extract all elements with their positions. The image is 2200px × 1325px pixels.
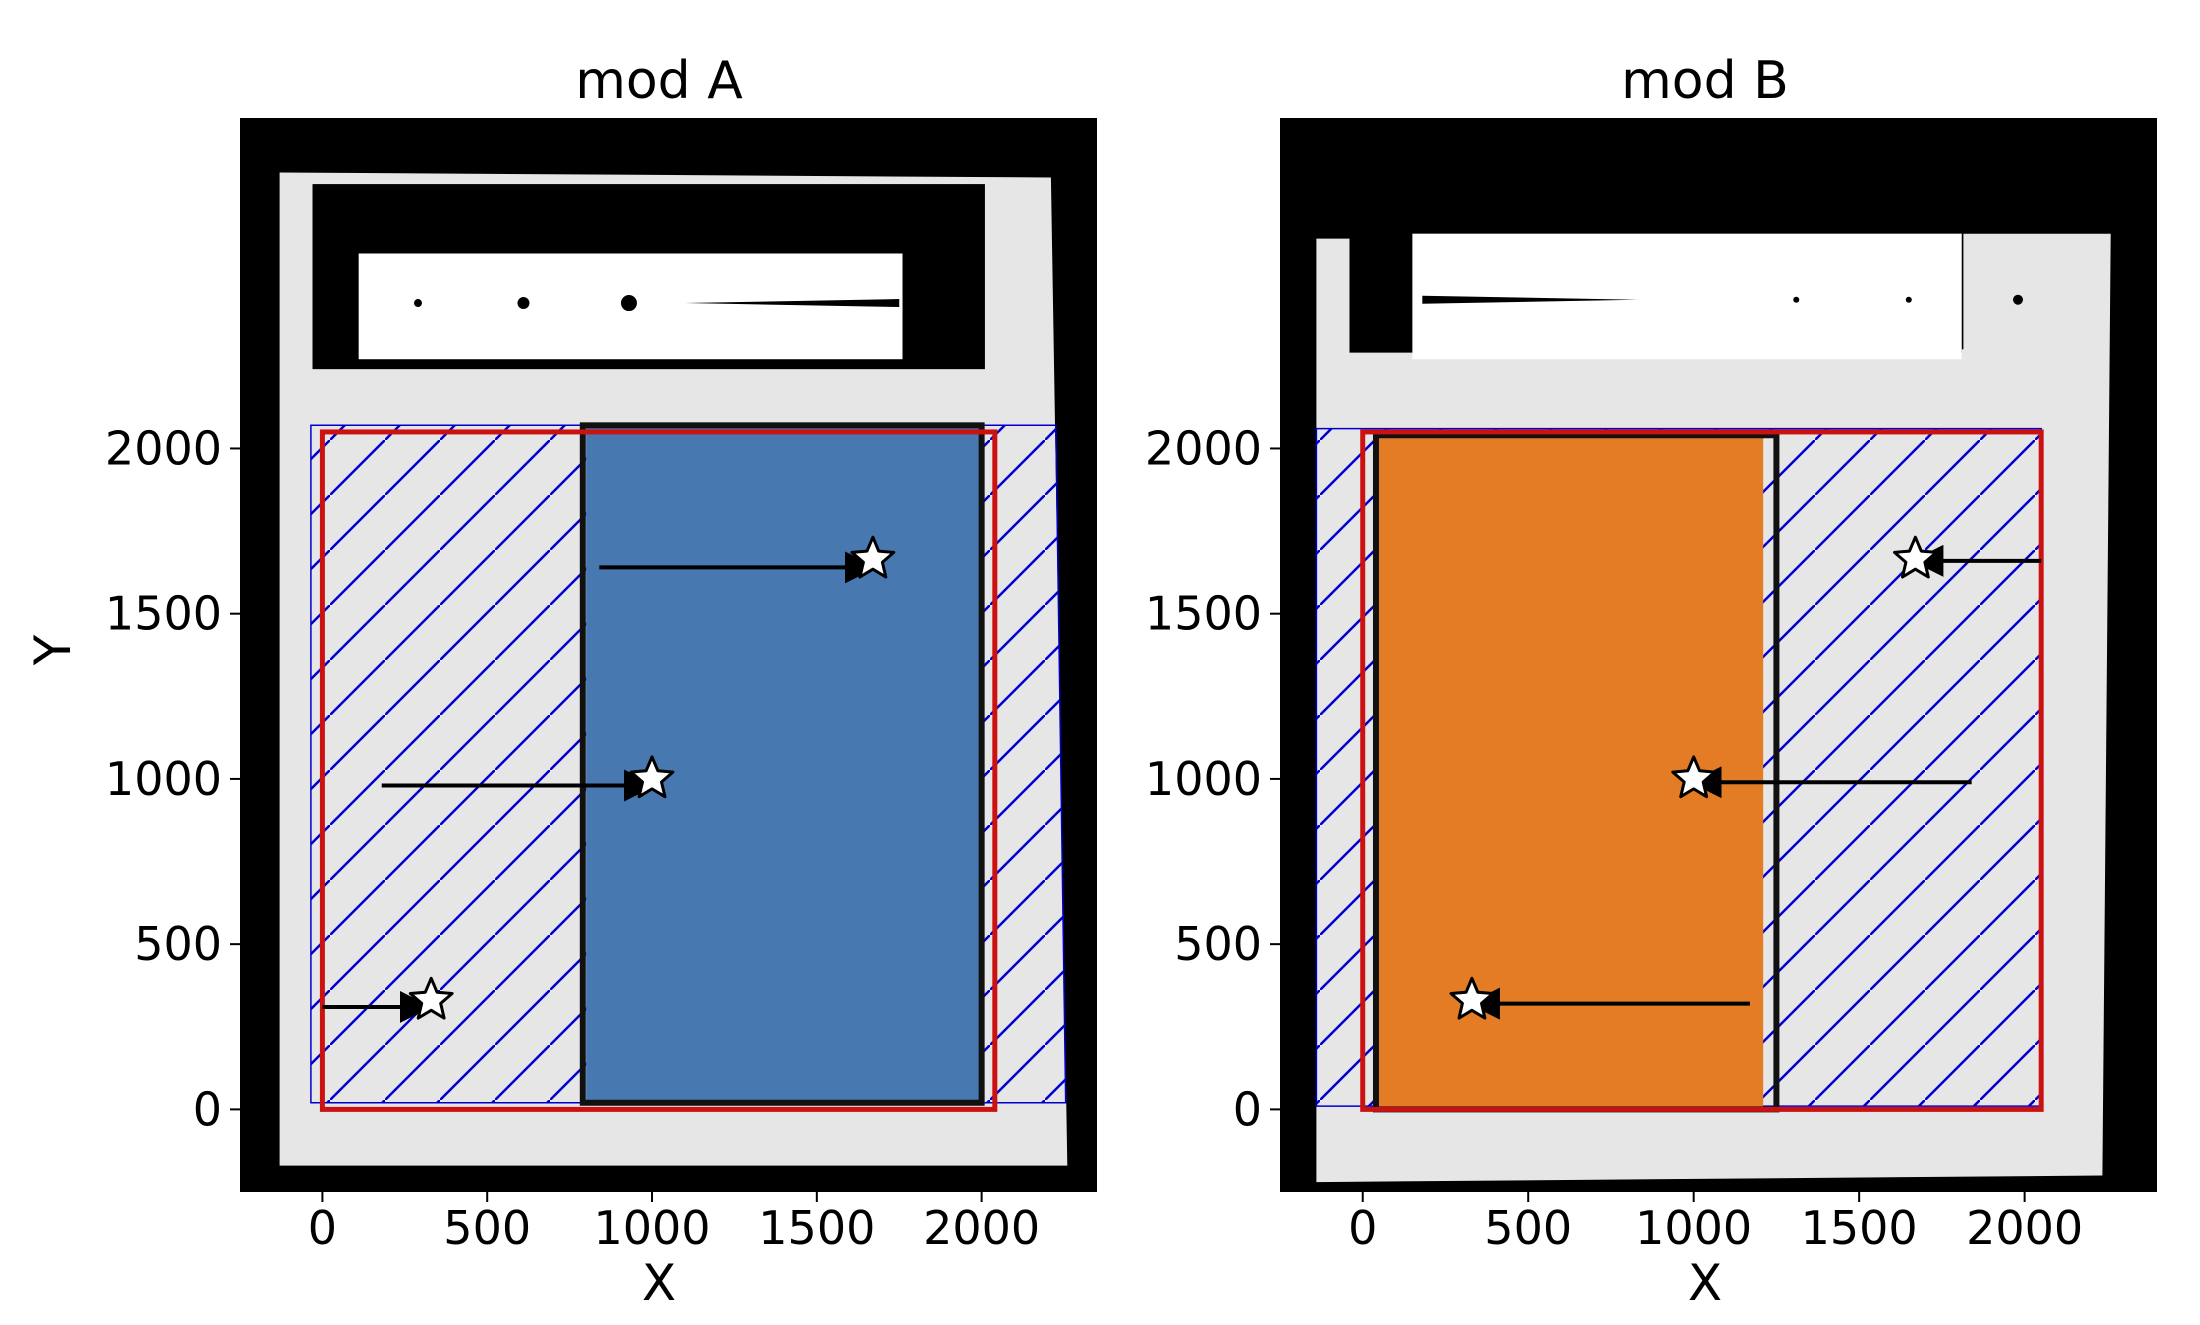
x-tick-label: 2000 — [1966, 1201, 2083, 1255]
x-tick-label: 1500 — [1801, 1201, 1918, 1255]
y-tick-label: 1500 — [105, 587, 222, 641]
axis-ticks: 0 500 1000 1500 2000 0 500 1000 1500 2000 — [105, 421, 1040, 1255]
x-tick-label: 500 — [443, 1201, 531, 1255]
x-axis-label: X — [1688, 1254, 1722, 1312]
plot-area — [240, 118, 1097, 1192]
panel-mod-a: mod A 0 500 1000 1500 2000 0 500 1000 1500 2000 X… — [24, 51, 1097, 1312]
filled-region — [586, 425, 982, 1103]
y-axis-label: Y — [24, 634, 82, 666]
spectrum-dot — [1793, 296, 1800, 303]
x-tick-label: 0 — [1348, 1201, 1377, 1255]
panel-mod-b: mod B 0 500 1000 1500 2000 0 500 1000 1500 2000 X — [1145, 51, 2157, 1312]
x-tick-label: 1500 — [758, 1201, 875, 1255]
y-tick-label: 1000 — [1145, 752, 1262, 806]
x-axis-label: X — [642, 1254, 676, 1312]
x-tick-label: 1000 — [593, 1201, 710, 1255]
spectrum-dot — [620, 295, 637, 312]
red-box — [319, 429, 998, 1112]
spectrum-dot — [2013, 294, 2024, 305]
red-box — [1360, 429, 2044, 1112]
x-tick-label: 1000 — [1635, 1201, 1752, 1255]
spectrum-dot — [413, 299, 422, 308]
x-tick-label: 2000 — [923, 1201, 1040, 1255]
axis-ticks: 0 500 1000 1500 2000 0 500 1000 1500 2000 — [1145, 421, 2083, 1255]
y-tick-label: 1000 — [105, 752, 222, 806]
star-marker — [850, 535, 896, 579]
spectrum-streak — [684, 299, 900, 308]
star-marker — [1893, 535, 1938, 579]
y-tick-label: 500 — [134, 917, 222, 971]
panel-title: mod B — [1621, 51, 1789, 111]
y-tick-label: 1500 — [1145, 587, 1262, 641]
panel-title: mod A — [575, 51, 743, 111]
x-tick-label: 500 — [1484, 1201, 1572, 1255]
star-marker — [408, 976, 454, 1020]
y-tick-label: 0 — [193, 1082, 222, 1136]
y-tick-label: 500 — [1174, 917, 1262, 971]
star-marker — [1449, 976, 1495, 1020]
spectrum-window — [1412, 233, 1962, 360]
y-tick-label: 0 — [1233, 1082, 1262, 1136]
star-marker — [1671, 755, 1717, 799]
y-tick-label: 2000 — [1145, 421, 1262, 475]
y-tick-label: 2000 — [105, 421, 222, 475]
plot-area — [1280, 118, 2157, 1192]
x-tick-label: 0 — [308, 1201, 337, 1255]
star-marker — [629, 755, 675, 799]
black-box — [579, 422, 985, 1106]
spectrum-streak — [1422, 295, 1638, 304]
spectrum-dot — [1905, 296, 1912, 303]
spectrum-dot — [517, 297, 530, 310]
